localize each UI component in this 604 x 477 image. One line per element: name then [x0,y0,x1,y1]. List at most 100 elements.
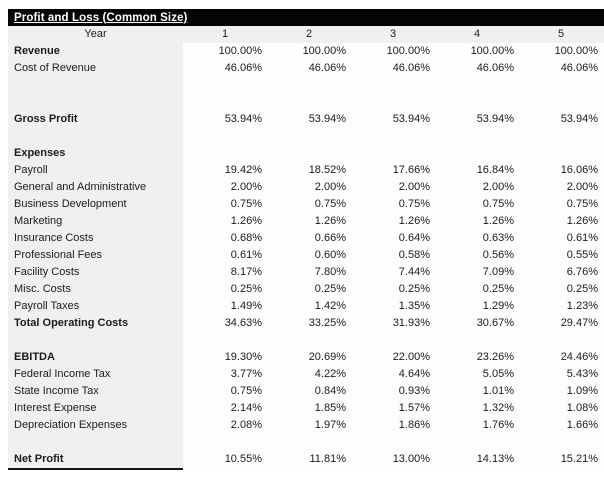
row-label: Federal Income Tax [8,366,183,383]
cell-value-year-1: 2.08% [183,417,267,434]
cell-value-year-1: 2.00% [183,179,267,196]
cell-value-year-5: 100.00% [519,43,603,60]
cell-value-year-5: 6.76% [519,264,603,281]
table-row-state-income-tax: State Income Tax 0.75% 0.84% 0.93% 1.01% 1.09… [8,383,604,400]
cell-value-year-4 [435,77,519,94]
cell-value-year-2: 20.69% [267,349,351,366]
cell-value-year-4: 30.67% [435,315,519,332]
cell-value-year-1: 0.68% [183,230,267,247]
cell-value-year-1: 34.63% [183,315,267,332]
cell-value-year-2 [267,77,351,94]
row-label [8,77,183,94]
row-label: Payroll Taxes [8,298,183,315]
net-profit-bottom-rule [8,468,183,470]
row-label: Depreciation Expenses [8,417,183,434]
cell-value-year-4: 23.26% [435,349,519,366]
cell-value-year-3: 1.35% [351,298,435,315]
cell-value-year-1: 8.17% [183,264,267,281]
cell-value-year-3: 0.58% [351,247,435,264]
cell-value-year-3: 7.44% [351,264,435,281]
row-label: EBITDA [8,349,183,366]
row-label: Cost of Revenue [8,60,183,77]
cell-value-year-1 [183,77,267,94]
cell-value-year-4 [435,128,519,145]
cell-value-year-1: 19.42% [183,162,267,179]
year-column-header-4: 4 [435,26,519,43]
year-column-header-2: 2 [267,26,351,43]
cell-value-year-3: 1.57% [351,400,435,417]
cell-value-year-3: 1.26% [351,213,435,230]
table-row-cost-of-revenue: Cost of Revenue 46.06% 46.06% 46.06% 46.06% 4… [8,60,604,77]
cell-value-year-5: 15.21% [519,451,603,468]
cell-value-year-2 [267,434,351,451]
cell-value-year-5: 24.46% [519,349,603,366]
cell-value-year-5: 53.94% [519,111,603,128]
cell-value-year-3 [351,145,435,162]
row-label: Facility Costs [8,264,183,281]
cell-value-year-5 [519,332,603,349]
table-row-facility-costs: Facility Costs 8.17% 7.80% 7.44% 7.09% 6.76% [8,264,604,281]
cell-value-year-2: 2.00% [267,179,351,196]
cell-value-year-5 [519,77,603,94]
cell-value-year-1 [183,332,267,349]
cell-value-year-2: 53.94% [267,111,351,128]
table-row-blank [8,77,604,94]
cell-value-year-4: 5.05% [435,366,519,383]
cell-value-year-4: 0.25% [435,281,519,298]
cell-value-year-4: 16.84% [435,162,519,179]
year-header-row: Year 1 2 3 4 5 [8,26,604,43]
cell-value-year-2: 1.97% [267,417,351,434]
cell-value-year-5 [519,94,603,111]
cell-value-year-5: 16.06% [519,162,603,179]
cell-value-year-1: 46.06% [183,60,267,77]
row-label: State Income Tax [8,383,183,400]
cell-value-year-2: 0.60% [267,247,351,264]
table-row-blank [8,332,604,349]
cell-value-year-4: 1.76% [435,417,519,434]
cell-value-year-2: 4.22% [267,366,351,383]
cell-value-year-2: 33.25% [267,315,351,332]
row-label: Payroll [8,162,183,179]
cell-value-year-4: 46.06% [435,60,519,77]
cell-value-year-4: 7.09% [435,264,519,281]
cell-value-year-5: 0.61% [519,230,603,247]
cell-value-year-5: 46.06% [519,60,603,77]
cell-value-year-1 [183,434,267,451]
cell-value-year-5: 5.43% [519,366,603,383]
cell-value-year-2: 0.75% [267,196,351,213]
cell-value-year-5 [519,434,603,451]
row-label [8,94,183,111]
cell-value-year-1: 1.26% [183,213,267,230]
cell-value-year-3 [351,94,435,111]
row-label [8,434,183,451]
cell-value-year-5: 0.25% [519,281,603,298]
row-label [8,332,183,349]
report-title: Profit and Loss (Common Size) [14,11,188,24]
cell-value-year-5: 0.75% [519,196,603,213]
cell-value-year-5: 2.00% [519,179,603,196]
row-label: Expenses [8,145,183,162]
table-row-misc-costs: Misc. Costs 0.25% 0.25% 0.25% 0.25% 0.25% [8,281,604,298]
table-row-blank [8,434,604,451]
cell-value-year-3: 53.94% [351,111,435,128]
cell-value-year-3: 4.64% [351,366,435,383]
table-body: Revenue 100.00% 100.00% 100.00% 100.00% 100.0… [8,43,604,468]
cell-value-year-1: 1.49% [183,298,267,315]
cell-value-year-2: 7.80% [267,264,351,281]
table-row-federal-income-tax: Federal Income Tax 3.77% 4.22% 4.64% 5.05% 5.… [8,366,604,383]
cell-value-year-3: 22.00% [351,349,435,366]
cell-value-year-3: 0.64% [351,230,435,247]
cell-value-year-5: 1.09% [519,383,603,400]
cell-value-year-5 [519,128,603,145]
cell-value-year-3: 0.75% [351,196,435,213]
cell-value-year-3: 0.25% [351,281,435,298]
cell-value-year-2: 1.85% [267,400,351,417]
cell-value-year-4: 1.01% [435,383,519,400]
cell-value-year-3: 17.66% [351,162,435,179]
table-row-payroll-taxes: Payroll Taxes 1.49% 1.42% 1.35% 1.29% 1.23% [8,298,604,315]
row-label: Marketing [8,213,183,230]
cell-value-year-3: 31.93% [351,315,435,332]
pnl-table: Year 1 2 3 4 5 Revenue 100.00% 100.00% 100.… [8,26,604,468]
cell-value-year-2 [267,94,351,111]
cell-value-year-1: 0.25% [183,281,267,298]
